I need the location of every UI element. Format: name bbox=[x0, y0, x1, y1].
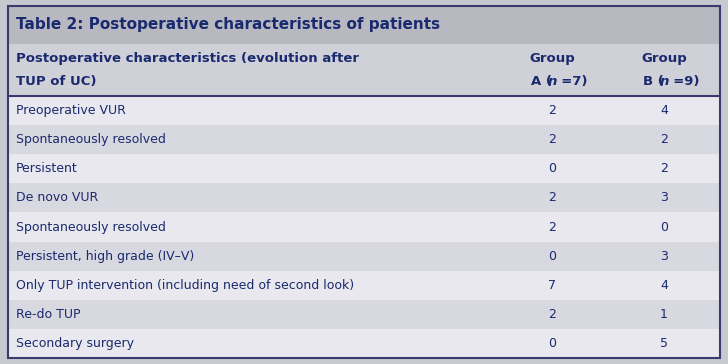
Bar bbox=[8, 271, 720, 300]
Text: A (: A ( bbox=[531, 75, 552, 88]
Bar bbox=[8, 6, 720, 44]
Text: 2: 2 bbox=[548, 104, 556, 117]
Bar bbox=[8, 125, 720, 154]
Text: Only TUP intervention (including need of second look): Only TUP intervention (including need of… bbox=[16, 279, 354, 292]
Bar bbox=[8, 183, 720, 213]
Text: n: n bbox=[547, 75, 557, 88]
Text: 2: 2 bbox=[548, 308, 556, 321]
Text: 0: 0 bbox=[548, 337, 556, 350]
Bar bbox=[8, 96, 720, 125]
Text: 7: 7 bbox=[548, 279, 556, 292]
Text: Spontaneously resolved: Spontaneously resolved bbox=[16, 133, 166, 146]
Text: 5: 5 bbox=[660, 337, 668, 350]
Text: n: n bbox=[660, 75, 669, 88]
Text: Persistent, high grade (IV–V): Persistent, high grade (IV–V) bbox=[16, 250, 194, 262]
Text: 2: 2 bbox=[548, 191, 556, 205]
Text: Persistent: Persistent bbox=[16, 162, 78, 175]
Text: 4: 4 bbox=[660, 104, 668, 117]
Bar bbox=[8, 213, 720, 242]
Text: De novo VUR: De novo VUR bbox=[16, 191, 98, 205]
Bar bbox=[8, 329, 720, 358]
Text: 3: 3 bbox=[660, 191, 668, 205]
Text: 0: 0 bbox=[660, 221, 668, 233]
Text: 0: 0 bbox=[548, 250, 556, 262]
Text: 4: 4 bbox=[660, 279, 668, 292]
Text: TUP of UC): TUP of UC) bbox=[16, 75, 97, 88]
Bar bbox=[8, 300, 720, 329]
Bar bbox=[8, 154, 720, 183]
Text: 3: 3 bbox=[660, 250, 668, 262]
Text: B (: B ( bbox=[644, 75, 664, 88]
Text: =9): =9) bbox=[664, 75, 700, 88]
Text: Preoperative VUR: Preoperative VUR bbox=[16, 104, 126, 117]
Text: Group: Group bbox=[641, 52, 687, 65]
Text: Group: Group bbox=[529, 52, 575, 65]
Text: 2: 2 bbox=[660, 162, 668, 175]
Text: Secondary surgery: Secondary surgery bbox=[16, 337, 134, 350]
Text: 1: 1 bbox=[660, 308, 668, 321]
Text: 2: 2 bbox=[548, 133, 556, 146]
Text: Postoperative characteristics (evolution after: Postoperative characteristics (evolution… bbox=[16, 52, 359, 65]
Text: 2: 2 bbox=[548, 221, 556, 233]
Text: 0: 0 bbox=[548, 162, 556, 175]
Text: 2: 2 bbox=[660, 133, 668, 146]
Bar bbox=[8, 44, 720, 96]
Bar bbox=[8, 242, 720, 271]
Text: Table 2: Postoperative characteristics of patients: Table 2: Postoperative characteristics o… bbox=[16, 17, 440, 32]
Text: Spontaneously resolved: Spontaneously resolved bbox=[16, 221, 166, 233]
Text: =7): =7) bbox=[552, 75, 587, 88]
Text: Re-do TUP: Re-do TUP bbox=[16, 308, 81, 321]
